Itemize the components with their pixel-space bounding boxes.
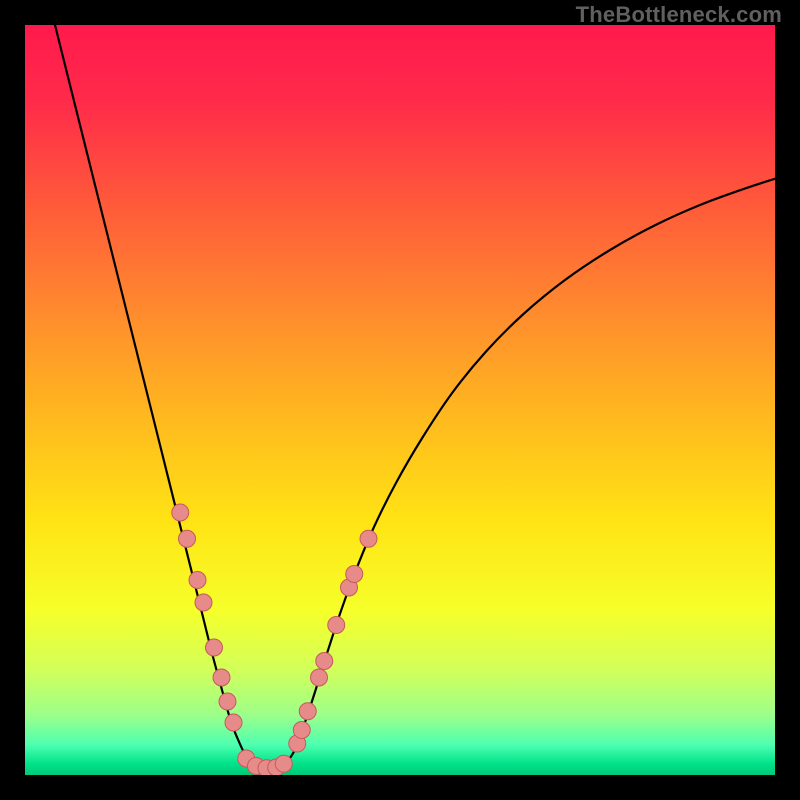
gradient-background [25, 25, 775, 775]
data-marker [206, 639, 223, 656]
data-marker [328, 617, 345, 634]
data-marker [219, 693, 236, 710]
data-marker [189, 572, 206, 589]
data-marker [213, 669, 230, 686]
chart-svg [25, 25, 775, 775]
data-marker [360, 530, 377, 547]
data-marker [195, 594, 212, 611]
data-marker [225, 714, 242, 731]
data-marker [346, 566, 363, 583]
data-marker [299, 703, 316, 720]
data-marker [316, 653, 333, 670]
plot-area [25, 25, 775, 775]
data-marker [172, 504, 189, 521]
data-marker [275, 755, 292, 772]
data-marker [293, 722, 310, 739]
chart-frame: TheBottleneck.com [0, 0, 800, 800]
data-marker [311, 669, 328, 686]
data-marker [179, 530, 196, 547]
watermark-text: TheBottleneck.com [576, 2, 782, 28]
